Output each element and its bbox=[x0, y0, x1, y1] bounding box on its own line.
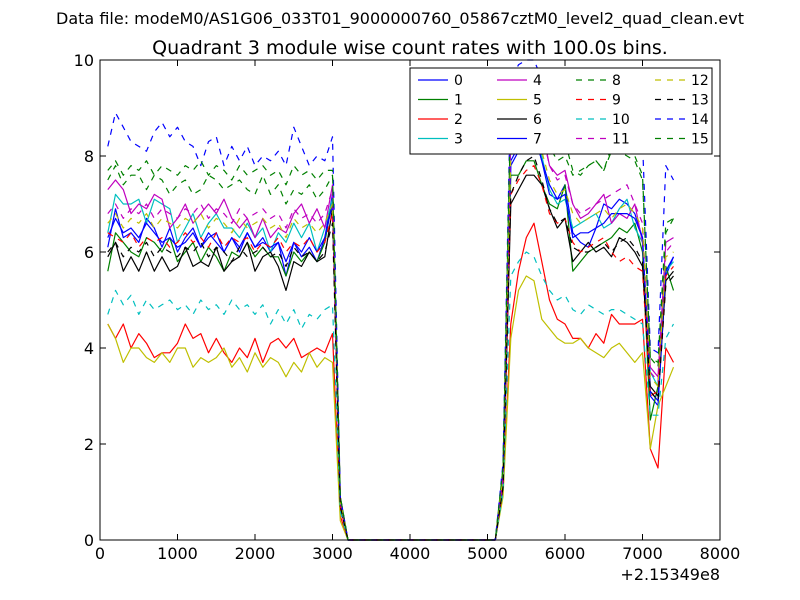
x-tick-label: 7000 bbox=[622, 544, 663, 563]
legend-label-0: 0 bbox=[454, 73, 463, 89]
legend-label-13: 13 bbox=[691, 93, 709, 109]
legend-label-1: 1 bbox=[454, 93, 463, 109]
x-tick-label: 1000 bbox=[157, 544, 198, 563]
series-line-8 bbox=[107, 88, 675, 541]
legend-label-2: 2 bbox=[454, 112, 463, 128]
series-line-12 bbox=[107, 121, 674, 541]
legend-label-11: 11 bbox=[612, 132, 630, 148]
chart-title: Quadrant 3 module wise count rates with … bbox=[152, 37, 668, 59]
x-tick-label: 4000 bbox=[390, 544, 431, 563]
legend-label-10: 10 bbox=[612, 112, 630, 128]
legend-label-4: 4 bbox=[533, 73, 542, 89]
legend-label-7: 7 bbox=[533, 132, 542, 148]
series-line-11 bbox=[107, 102, 674, 541]
y-tick-label: 0 bbox=[84, 531, 94, 550]
series-line-2 bbox=[107, 222, 675, 541]
legend-label-6: 6 bbox=[533, 112, 542, 128]
x-offset-label: +2.15349e8 bbox=[620, 565, 720, 584]
y-tick-label: 4 bbox=[84, 339, 94, 358]
x-tick-label: 3000 bbox=[312, 544, 353, 563]
y-tick-label: 6 bbox=[84, 243, 94, 262]
legend-label-3: 3 bbox=[454, 132, 463, 148]
y-tick-label: 10 bbox=[74, 51, 94, 70]
y-tick-label: 8 bbox=[84, 147, 94, 166]
series-line-7 bbox=[107, 131, 675, 541]
series-line-10 bbox=[107, 251, 675, 541]
x-tick-label: 2000 bbox=[235, 544, 276, 563]
data-file-label: Data file: modeM0/AS1G06_033T01_90000007… bbox=[56, 9, 744, 29]
legend-label-14: 14 bbox=[691, 112, 709, 128]
series-line-15 bbox=[107, 68, 674, 541]
series-line-3 bbox=[107, 88, 674, 541]
series-line-0 bbox=[107, 131, 675, 541]
x-tick-label: 6000 bbox=[545, 544, 586, 563]
y-tick-label: 2 bbox=[84, 435, 94, 454]
series-line-5 bbox=[107, 275, 675, 541]
legend-label-9: 9 bbox=[612, 93, 621, 109]
legend-box bbox=[409, 67, 713, 155]
series-line-14 bbox=[107, 59, 675, 541]
series-line-6 bbox=[107, 174, 674, 541]
legend-label-5: 5 bbox=[533, 93, 542, 109]
legend-label-12: 12 bbox=[691, 73, 709, 89]
x-tick-label: 0 bbox=[95, 544, 105, 563]
legend-label-8: 8 bbox=[612, 73, 621, 89]
legend-label-15: 15 bbox=[691, 132, 709, 148]
x-tick-label: 8000 bbox=[700, 544, 741, 563]
x-tick-label: 5000 bbox=[467, 544, 508, 563]
